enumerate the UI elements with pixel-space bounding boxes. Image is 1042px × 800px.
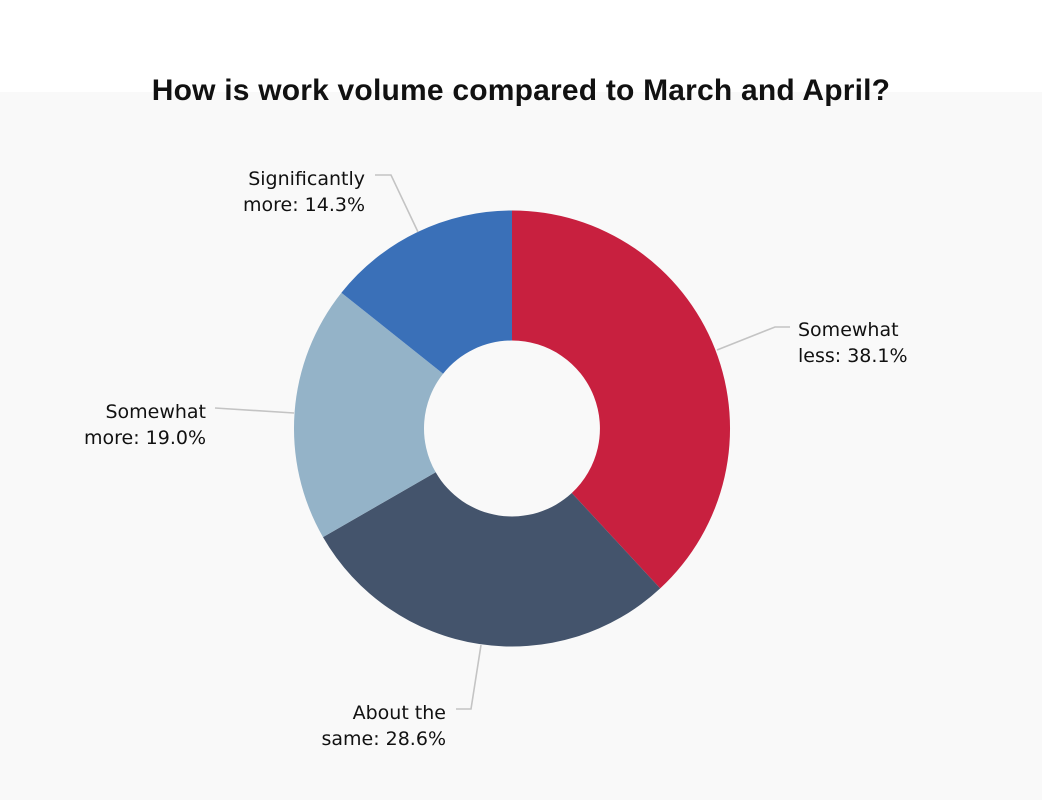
label-significantly-more: Significantly more: 14.3%: [243, 166, 365, 218]
label-line: less: 38.1%: [798, 345, 908, 367]
label-somewhat-more: Somewhat more: 19.0%: [84, 399, 206, 451]
label-line: Somewhat: [105, 401, 206, 423]
chart-title: How is work volume compared to March and…: [151, 74, 891, 107]
label-line: Significantly: [248, 168, 365, 190]
leader-line-somewhat-less: [716, 326, 790, 351]
donut-slices: [293, 210, 731, 647]
slice-somewhat-more[interactable]: [293, 292, 444, 538]
slice-about-the-same[interactable]: [323, 472, 661, 647]
label-line: About the: [352, 702, 446, 724]
leader-line-about-the-same: [456, 644, 482, 710]
label-line: more: 14.3%: [242, 194, 365, 216]
label-line: Somewhat: [798, 319, 899, 341]
leader-line-somewhat-more: [214, 407, 295, 414]
leader-line-significantly-more: [375, 174, 419, 233]
leader-lines: [214, 174, 790, 710]
plot-background: [0, 92, 1042, 800]
slice-significantly-more[interactable]: [341, 210, 512, 374]
label-line: more: 19.0%: [83, 427, 206, 449]
label-somewhat-less: Somewhat less: 38.1%: [798, 317, 908, 369]
slice-somewhat-less[interactable]: [512, 210, 731, 589]
label-line: same: 28.6%: [321, 728, 446, 750]
label-about-the-same: About the same: 28.6%: [321, 700, 446, 752]
